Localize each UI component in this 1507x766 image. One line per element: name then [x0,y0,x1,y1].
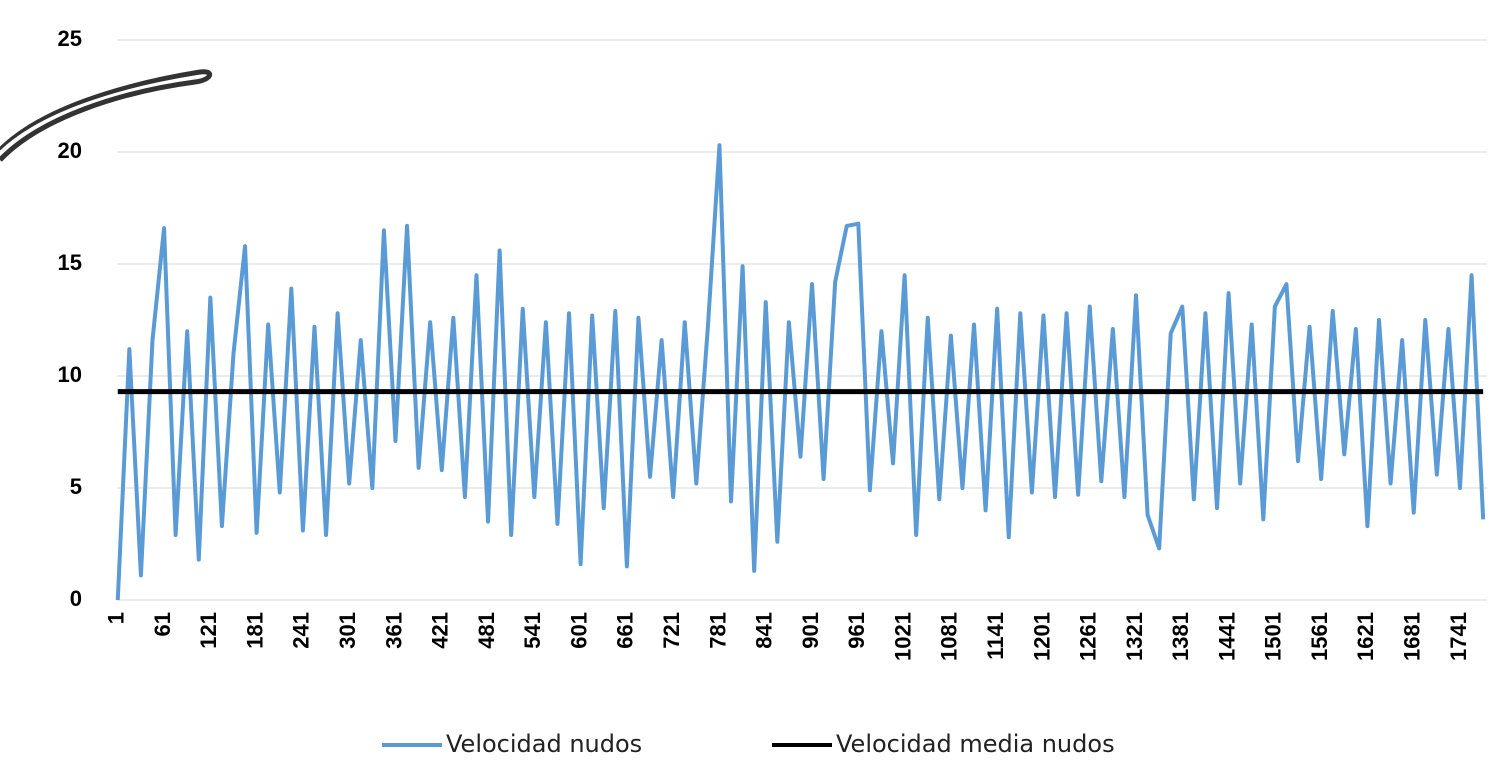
data-line [118,145,1483,600]
x-tick-label: 1681 [1400,612,1425,661]
x-tick-label: 1621 [1353,612,1378,661]
x-tick-label: 1381 [1168,612,1193,661]
x-tick-label: 1441 [1214,612,1239,661]
x-tick-label: 361 [381,612,406,649]
x-tick-label: 601 [566,612,591,649]
x-tick-label: 241 [289,612,314,649]
x-tick-label: 961 [844,612,869,649]
y-tick-label: 5 [70,474,82,499]
x-tick-label: 1201 [1029,612,1054,661]
x-tick-label: 1 [104,612,129,624]
x-tick-label: 181 [242,612,267,649]
x-tick-label: 1321 [1122,612,1147,661]
y-tick-label: 10 [58,362,82,387]
x-tick-label: 781 [705,612,730,649]
x-tick-label: 661 [613,612,638,649]
x-tick-label: 481 [474,612,499,649]
x-tick-label: 841 [752,612,777,649]
x-tick-label: 121 [196,612,221,649]
legend-label: Velocidad nudos [446,730,642,758]
x-tick-label: 901 [798,612,823,649]
x-tick-label: 1141 [983,612,1008,660]
x-tick-label: 421 [428,612,453,649]
x-tick-label: 1561 [1307,612,1332,661]
x-tick-label: 1261 [1076,612,1101,661]
x-tick-label: 721 [659,612,684,649]
x-tick-label: 1081 [937,612,962,661]
x-tick-label: 1741 [1446,612,1471,661]
x-tick-label: 61 [150,612,175,636]
y-tick-label: 20 [58,138,82,163]
x-tick-label: 541 [520,612,545,649]
y-tick-label: 25 [58,26,82,51]
y-tick-label: 0 [70,586,82,611]
legend-label: Velocidad media nudos [836,730,1115,758]
x-tick-label: 301 [335,612,360,649]
x-tick-label: 1021 [890,612,915,661]
x-tick-label: 1501 [1261,612,1286,661]
decoration [0,72,210,160]
chart: 0 5 10 15 20 25 1 61 121 181 241 301 361 421 481 541 601… [0,0,1507,766]
y-tick-label: 15 [58,250,82,275]
